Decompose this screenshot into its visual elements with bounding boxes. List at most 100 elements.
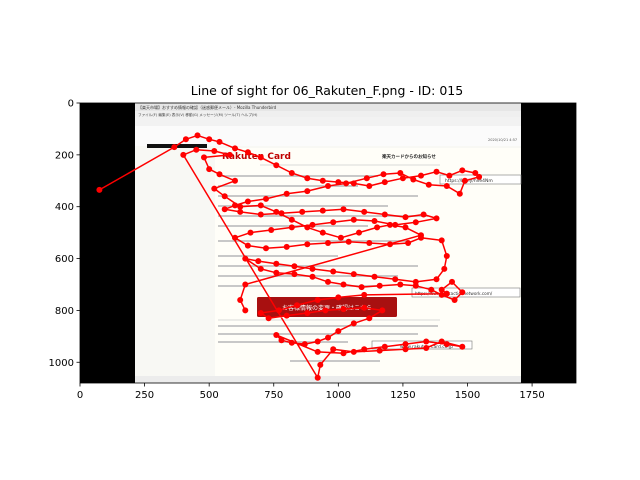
fixation-point: [380, 171, 387, 178]
fixation-point: [358, 284, 365, 291]
fixation-point: [194, 132, 201, 139]
fixation-point: [232, 202, 238, 209]
fixation-point: [314, 374, 321, 381]
fixation-point: [288, 224, 295, 231]
status-bar: [135, 376, 521, 383]
long-link-box: [411, 287, 521, 298]
fixation-point: [433, 168, 440, 175]
fixation-point: [456, 190, 463, 197]
fixation-point: [366, 315, 373, 322]
x-tick-label: 1750: [519, 390, 544, 401]
fixation-point: [291, 271, 298, 278]
fixation-point: [268, 227, 275, 233]
fixation-point: [201, 154, 207, 161]
fixation-point: [330, 268, 337, 275]
text-line: [218, 185, 358, 187]
fixation-point: [438, 338, 445, 345]
fixation-point: [402, 224, 409, 231]
fixation-point: [381, 211, 388, 218]
x-tick-label: 500: [200, 390, 219, 401]
x-tick-label: 750: [264, 390, 283, 401]
fixation-point: [420, 211, 427, 218]
fixation-point: [244, 149, 251, 156]
fixation-point: [472, 170, 479, 176]
fixation-point: [304, 188, 311, 195]
fixation-point: [299, 208, 306, 215]
fixation-point: [443, 290, 450, 297]
fixation-point: [263, 245, 269, 252]
toolbar: [135, 117, 521, 126]
fixation-point: [410, 176, 417, 183]
fixation-point: [350, 271, 357, 278]
fixation-point: [361, 346, 368, 353]
fixation-point: [273, 260, 280, 267]
fixation-point: [278, 210, 285, 217]
text-line: [218, 175, 378, 177]
fixation-point: [423, 345, 430, 351]
text-line: [218, 333, 418, 335]
fixation-point: [193, 146, 200, 153]
fixation-point: [325, 240, 331, 246]
y-tick-label: 800: [55, 306, 74, 317]
fixation-point: [206, 166, 213, 173]
fixation-point: [371, 218, 378, 224]
fixation-point: [232, 234, 238, 241]
short-link-text: https://bit.ly/hve4Nm: [445, 178, 493, 184]
fixation-point: [294, 302, 300, 309]
x-tick-label: 1000: [326, 390, 351, 401]
fixation-point: [304, 224, 311, 231]
fixation-point: [283, 190, 290, 197]
fixation-point: [425, 181, 432, 188]
fixation-point: [180, 151, 187, 158]
fixation-point: [288, 170, 295, 176]
fixation-point: [283, 243, 290, 250]
fixation-point: [340, 350, 347, 357]
text-line: [218, 205, 388, 207]
fixation-point: [438, 286, 445, 293]
fixation-point: [361, 208, 368, 215]
date-text: 2020/10/21 4:57: [488, 138, 517, 142]
long-link-text: https://www.civicactionnetwork.com/: [415, 291, 493, 296]
fixation-point: [418, 232, 424, 239]
fixation-point: [387, 221, 393, 228]
y-axis: 0 200 400 600 800 1000: [49, 99, 80, 369]
fixation-point: [242, 281, 249, 288]
chart-title: Line of sight for 06_Rakuten_F.png - ID:…: [191, 83, 463, 98]
fixation-point: [278, 337, 285, 344]
fixation-point: [438, 237, 445, 244]
fixation-point: [273, 269, 280, 276]
fixation-point: [309, 265, 316, 272]
fixation-point: [350, 348, 357, 355]
fixation-point: [350, 320, 357, 327]
fixation-point: [476, 173, 483, 180]
fixation-point: [288, 216, 295, 223]
fixation-point: [343, 180, 350, 187]
plot-frame: [79, 102, 577, 384]
fixation-point: [402, 346, 409, 353]
fixation-point: [459, 343, 466, 350]
fixation-point: [244, 242, 251, 249]
fixation-point: [392, 276, 399, 283]
fixation-point: [363, 175, 370, 182]
fixation-point: [314, 297, 321, 303]
x-axis: 0 250 500 750 1000 1250 1500 1750: [77, 383, 545, 401]
fixation-point: [325, 334, 331, 341]
fixation-point: [221, 193, 228, 200]
text-line: [218, 215, 428, 217]
fixation-point: [263, 195, 269, 202]
fixation-point: [438, 291, 445, 298]
fixation-point: [392, 221, 399, 228]
fixation-point: [433, 276, 440, 283]
fixation-point: [381, 179, 388, 186]
fixation-point: [325, 183, 331, 189]
fixation-point: [304, 241, 311, 248]
fixation-point: [366, 183, 373, 189]
fixation-point: [366, 240, 373, 246]
fixation-point: [257, 154, 264, 161]
fixation-point: [237, 297, 244, 303]
fixation-point: [211, 148, 218, 154]
window-titlebar: [135, 103, 521, 111]
fixation-point: [291, 263, 298, 270]
fixation-point: [237, 203, 244, 210]
